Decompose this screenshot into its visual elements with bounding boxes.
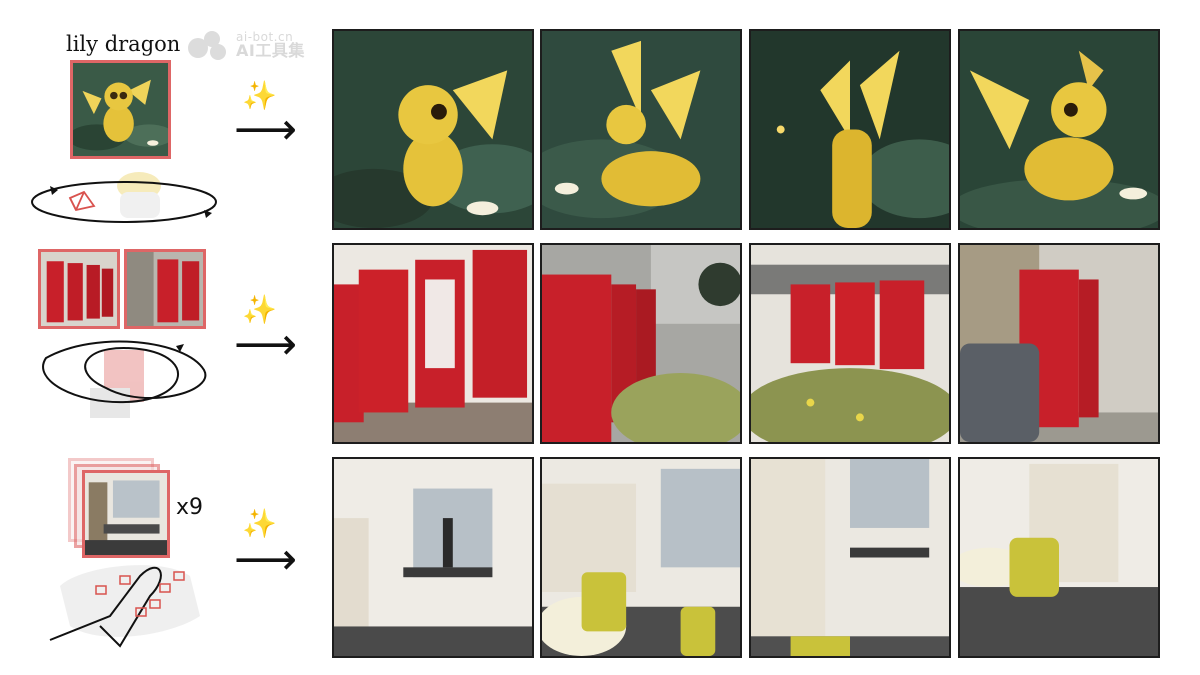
phonebox-view-3 [749,243,951,444]
camera-frustum-icon [68,190,96,212]
sparkle-icon: ✨ [242,507,277,540]
right-arrow-icon: ⟶ [234,104,298,155]
orbit-trajectory-icon [31,181,217,223]
dragon-view-1 [332,29,534,230]
watermark-name: AI工具集 [236,41,305,60]
phonebox-view-1 [332,243,534,444]
sparkle-icon: ✨ [242,293,277,326]
dragon-view-3 [749,29,951,230]
office-view-3 [749,457,951,658]
office-view-2 [540,457,742,658]
phonebox-input-image-2 [124,249,206,329]
sparkle-icon: ✨ [242,79,277,112]
right-arrow-icon: ⟶ [234,319,298,370]
office-input-stack [68,458,172,558]
watermark-url: ai-bot.cn [236,30,294,44]
phonebox-view-4 [958,243,1160,444]
row1-camera-orbit [31,172,217,223]
phonebox-input-image-1 [38,249,120,329]
right-arrow-icon: ⟶ [234,534,298,585]
dragon-input-image [70,60,171,159]
view-count-label: x9 [176,495,204,520]
watermark-logo-icon [188,31,226,60]
row2-camera-orbit [42,340,207,418]
phonebox-view-2 [540,243,742,444]
row3-camera-orbit [49,565,200,648]
office-view-4 [958,457,1160,658]
dragon-view-2 [540,29,742,230]
dragon-view-4 [958,29,1160,230]
row1-caption: lily dragon [66,32,181,56]
office-input-image [82,470,170,558]
office-view-1 [332,457,534,658]
watermark: ai-bot.cn AI工具集 [184,28,305,62]
